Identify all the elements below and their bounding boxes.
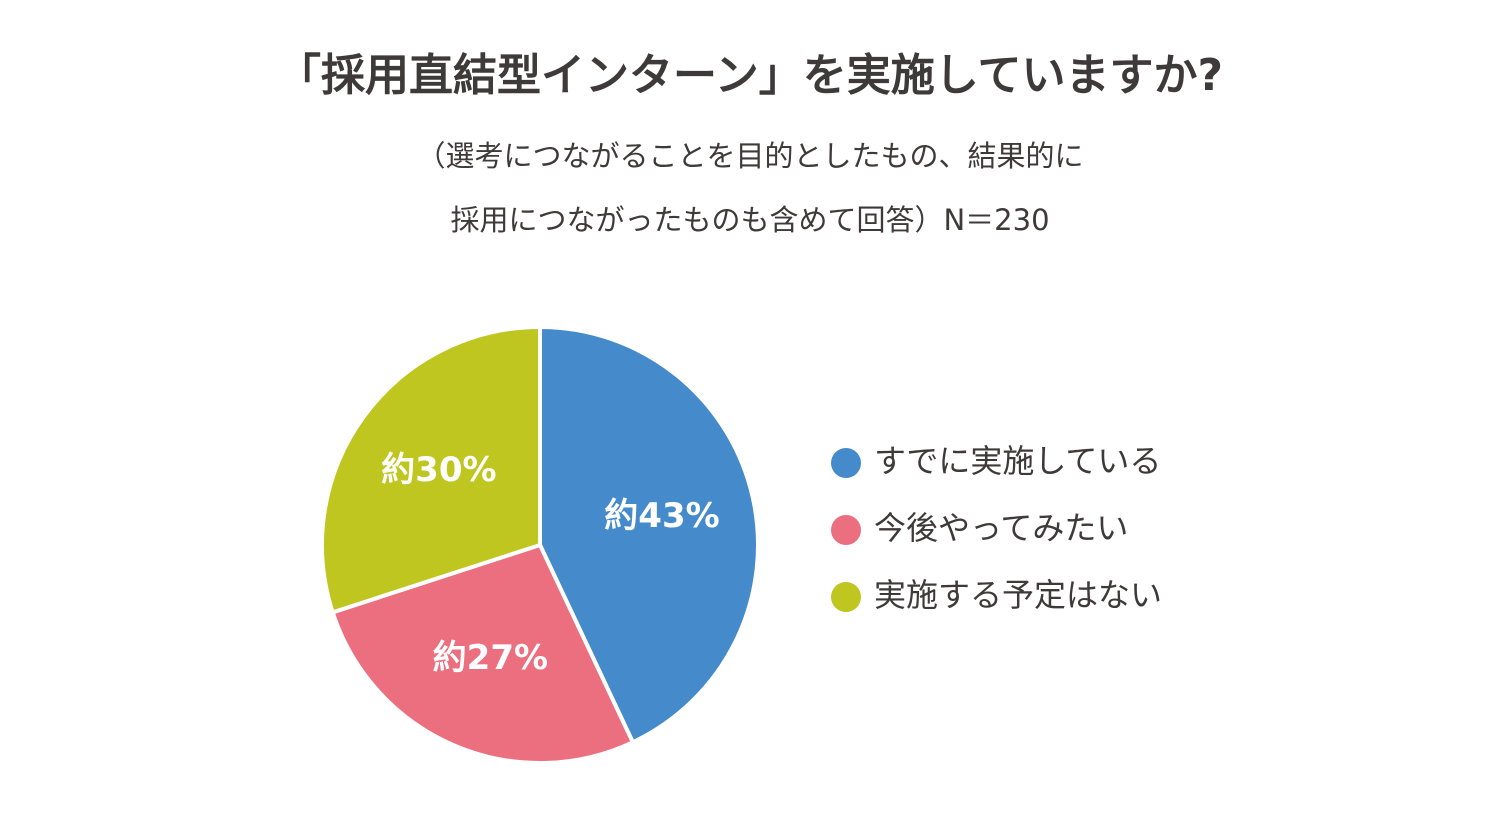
value-label: 約30% [381,450,496,490]
legend-label: 今後やってみたい [874,509,1128,547]
legend-label: 実施する予定はない [874,576,1162,614]
pie-slice [320,324,542,615]
legend-marker [831,515,861,545]
chart-subtitle: （選考につながることを目的としたもの、結果的に [416,139,1083,173]
chart-subtitle: 採用につながったものも含めて回答）N＝230 [450,203,1049,237]
legend-marker [831,448,861,478]
legend-label: すでに実施している [874,442,1161,480]
pie-slice [330,542,636,765]
value-label: 約43% [604,496,719,536]
value-label: 約27% [433,638,548,678]
chart-title: 「採用直結型インターン」を実施していますか? [277,50,1223,101]
legend-marker [831,582,861,612]
pie-slice [538,324,760,745]
